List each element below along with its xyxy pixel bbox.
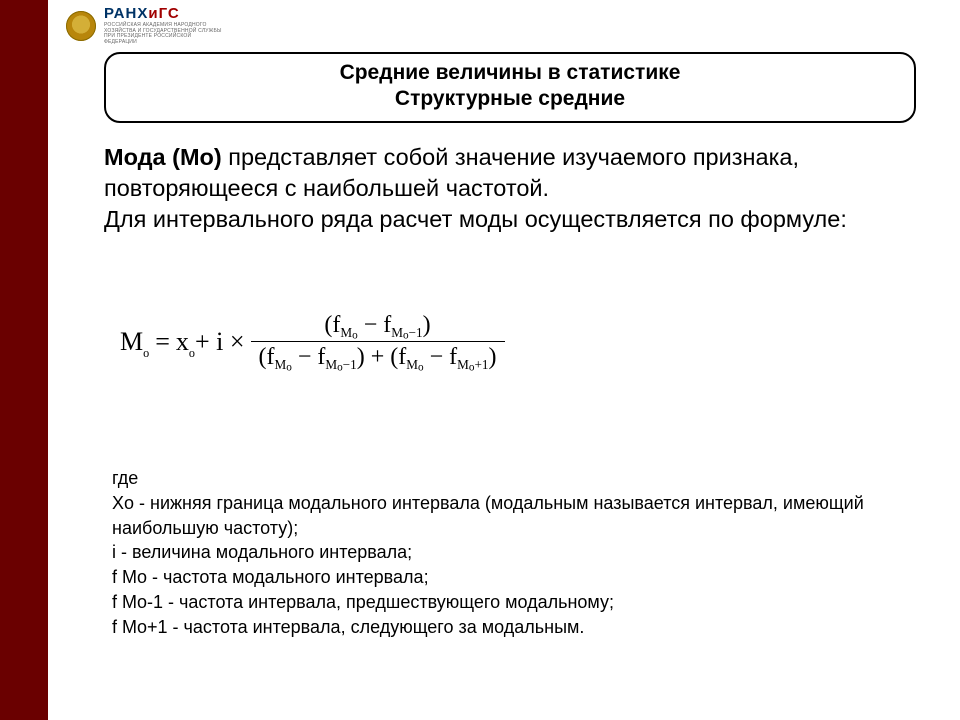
title-box: Средние величины в статистике Структурны… bbox=[104, 52, 916, 123]
legend-xo: Xo - нижняя граница модального интервала… bbox=[112, 491, 916, 541]
num-sub-M1: M bbox=[340, 325, 352, 340]
den-minus1: − f bbox=[292, 344, 326, 370]
legend: где Xo - нижняя граница модального интер… bbox=[112, 466, 916, 640]
formula-M: M bbox=[120, 327, 143, 356]
logo-text: РАНХиГС РОССИЙСКАЯ АКАДЕМИЯ НАРОДНОГО ХО… bbox=[104, 6, 224, 45]
den-open1: (f bbox=[259, 344, 275, 370]
formula-M-sub: o bbox=[143, 345, 149, 359]
den-sub-m1: −1 bbox=[343, 357, 357, 372]
num-close: ) bbox=[423, 312, 431, 338]
paragraph-1: Мода (Мо) представляет собой значение из… bbox=[104, 142, 916, 204]
title-line-2: Структурные средние bbox=[116, 86, 904, 112]
body-text: Мода (Мо) представляет собой значение из… bbox=[104, 142, 916, 235]
num-sub-m1: −1 bbox=[409, 325, 423, 340]
formula-x-sym: x bbox=[176, 327, 189, 356]
num-sub-M2: M bbox=[391, 325, 403, 340]
den-sub-M1: M bbox=[275, 357, 287, 372]
term-moda: Мода (Мо) bbox=[104, 144, 222, 170]
logo-title-blue: РАНХ bbox=[104, 5, 148, 22]
logo-title: РАНХиГС bbox=[104, 6, 224, 21]
left-accent-bar bbox=[0, 0, 48, 720]
den-sub-M4: M bbox=[457, 357, 469, 372]
den-sub-p1: +1 bbox=[474, 357, 488, 372]
den-close: ) bbox=[489, 344, 497, 370]
formula-equals: = bbox=[155, 327, 170, 357]
formula-numerator: (fMo − fMo−1) bbox=[316, 310, 438, 341]
formula-fraction: (fMo − fMo−1) (fMo − fMo−1) + (fMo − fMo… bbox=[251, 310, 505, 373]
legend-i: i - величина модального интервала; bbox=[112, 540, 916, 565]
slide: РАНХиГС РОССИЙСКАЯ АКАДЕМИЯ НАРОДНОГО ХО… bbox=[0, 0, 960, 720]
den-minus2: − f bbox=[424, 344, 458, 370]
num-minus: − f bbox=[358, 312, 392, 338]
den-sub-M2: M bbox=[325, 357, 337, 372]
legend-fmo+1: f Mo+1 - частота интервала, следующего з… bbox=[112, 615, 916, 640]
title-line-1: Средние величины в статистике bbox=[116, 60, 904, 86]
logo: РАНХиГС РОССИЙСКАЯ АКАДЕМИЯ НАРОДНОГО ХО… bbox=[66, 6, 224, 45]
logo-title-red: иГС bbox=[148, 5, 179, 22]
emblem-icon bbox=[66, 11, 96, 41]
formula-lhs: Mo bbox=[120, 327, 149, 357]
den-sub-M3: M bbox=[406, 357, 418, 372]
logo-subtitle: РОССИЙСКАЯ АКАДЕМИЯ НАРОДНОГО ХОЗЯЙСТВА … bbox=[104, 23, 224, 45]
legend-fmo: f Mo - частота модального интервала; bbox=[112, 565, 916, 590]
legend-where: где bbox=[112, 466, 916, 491]
formula-plus-i: + i × bbox=[195, 327, 245, 357]
paragraph-2: Для интервального ряда расчет моды осуще… bbox=[104, 204, 916, 235]
den-plus: ) + (f bbox=[357, 344, 407, 370]
formula-x: xo bbox=[176, 327, 195, 357]
formula: Mo = xo + i × (fMo − fMo−1) (fMo − fMo−1… bbox=[120, 310, 505, 373]
legend-fmo-1: f Mo-1 - частота интервала, предшествующ… bbox=[112, 590, 916, 615]
formula-denominator: (fMo − fMo−1) + (fMo − fMo+1) bbox=[251, 342, 505, 373]
num-open: (f bbox=[324, 312, 340, 338]
